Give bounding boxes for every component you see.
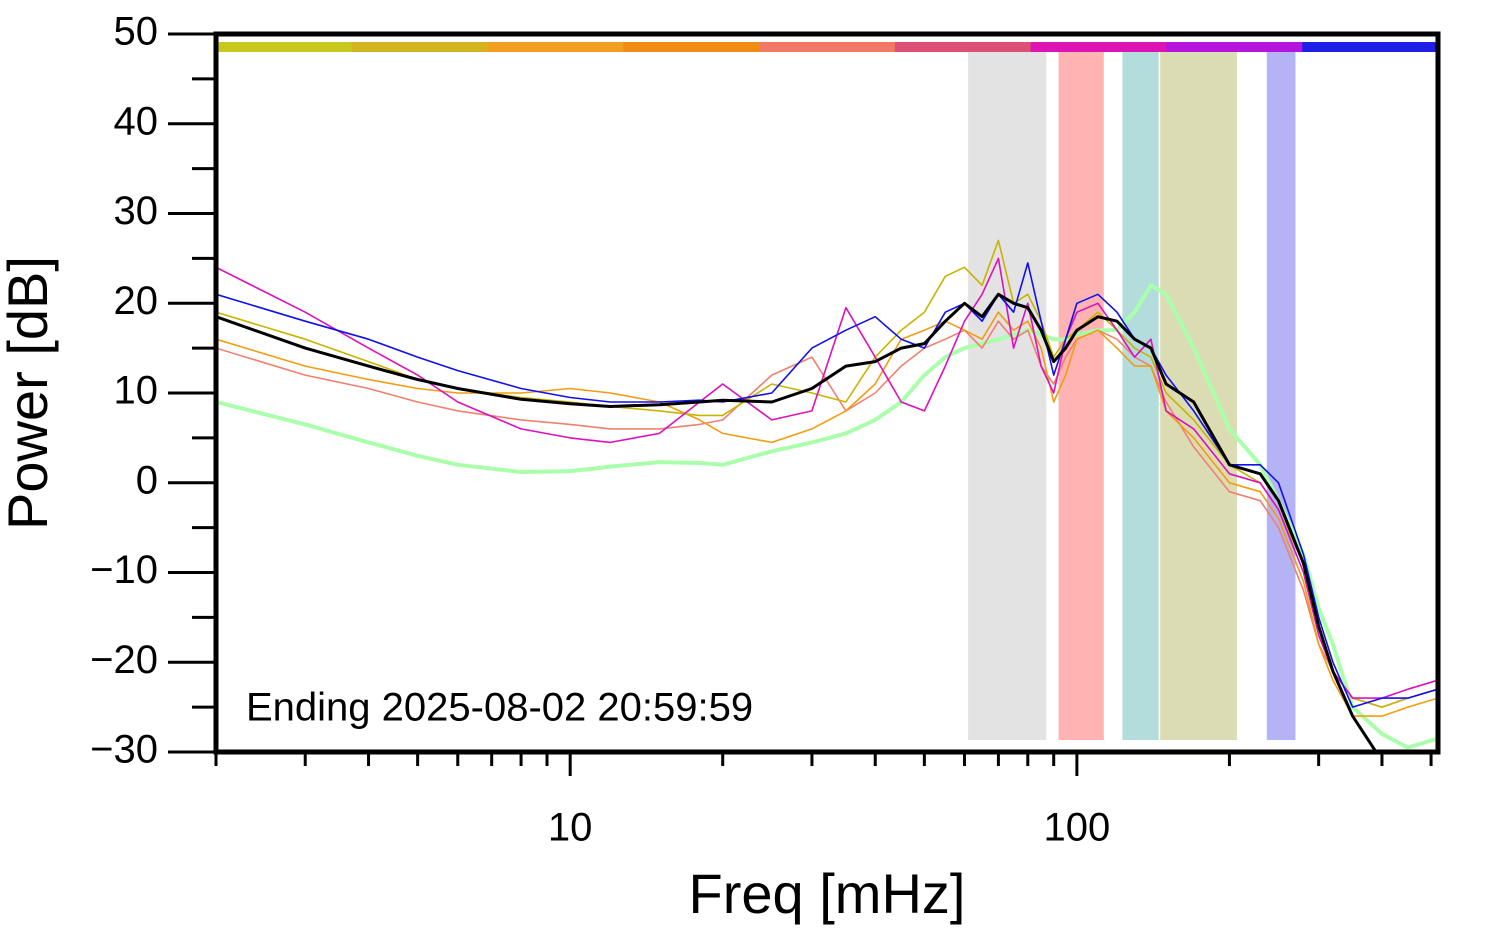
color-strip xyxy=(487,42,624,52)
y-tick-label: 40 xyxy=(114,99,159,143)
spectrum-line xyxy=(216,257,1438,699)
color-strip xyxy=(1030,42,1167,52)
y-tick-label: 20 xyxy=(114,279,159,323)
y-axis-label: Power [dB] xyxy=(0,256,59,530)
plot-frame xyxy=(213,31,1441,755)
frequency-band xyxy=(1122,52,1159,740)
x-axis-label: Freq [mHz] xyxy=(689,862,966,925)
y-tick-label: 0 xyxy=(136,458,158,502)
y-tick-label: −30 xyxy=(90,728,158,772)
x-tick-label: 100 xyxy=(1044,806,1111,850)
spectrum-line xyxy=(216,292,1378,752)
frequency-band xyxy=(968,52,1047,740)
color-strip xyxy=(623,42,760,52)
x-tick-label: 10 xyxy=(548,806,593,850)
spectrum-line xyxy=(216,320,1438,708)
color-strip xyxy=(1302,42,1438,52)
color-strip xyxy=(1166,42,1303,52)
spectrum-line xyxy=(216,262,1438,708)
color-strip xyxy=(351,42,489,52)
y-tick-label: −20 xyxy=(90,638,158,682)
annotation: Ending 2025-08-02 20:59:59 xyxy=(246,686,753,730)
y-tick-label: 10 xyxy=(114,369,159,413)
frequency-band xyxy=(1160,52,1237,740)
color-strip xyxy=(894,42,1032,52)
y-tick-label: 30 xyxy=(114,189,159,233)
frequency-band xyxy=(1266,52,1296,740)
color-strip xyxy=(216,42,353,52)
frequency-band xyxy=(1058,52,1104,740)
y-tick-label: −10 xyxy=(90,548,158,592)
color-strip xyxy=(759,42,896,52)
spectrum-line xyxy=(216,283,1438,750)
spectrum-line xyxy=(216,311,1438,717)
y-tick-label: 50 xyxy=(114,10,159,54)
